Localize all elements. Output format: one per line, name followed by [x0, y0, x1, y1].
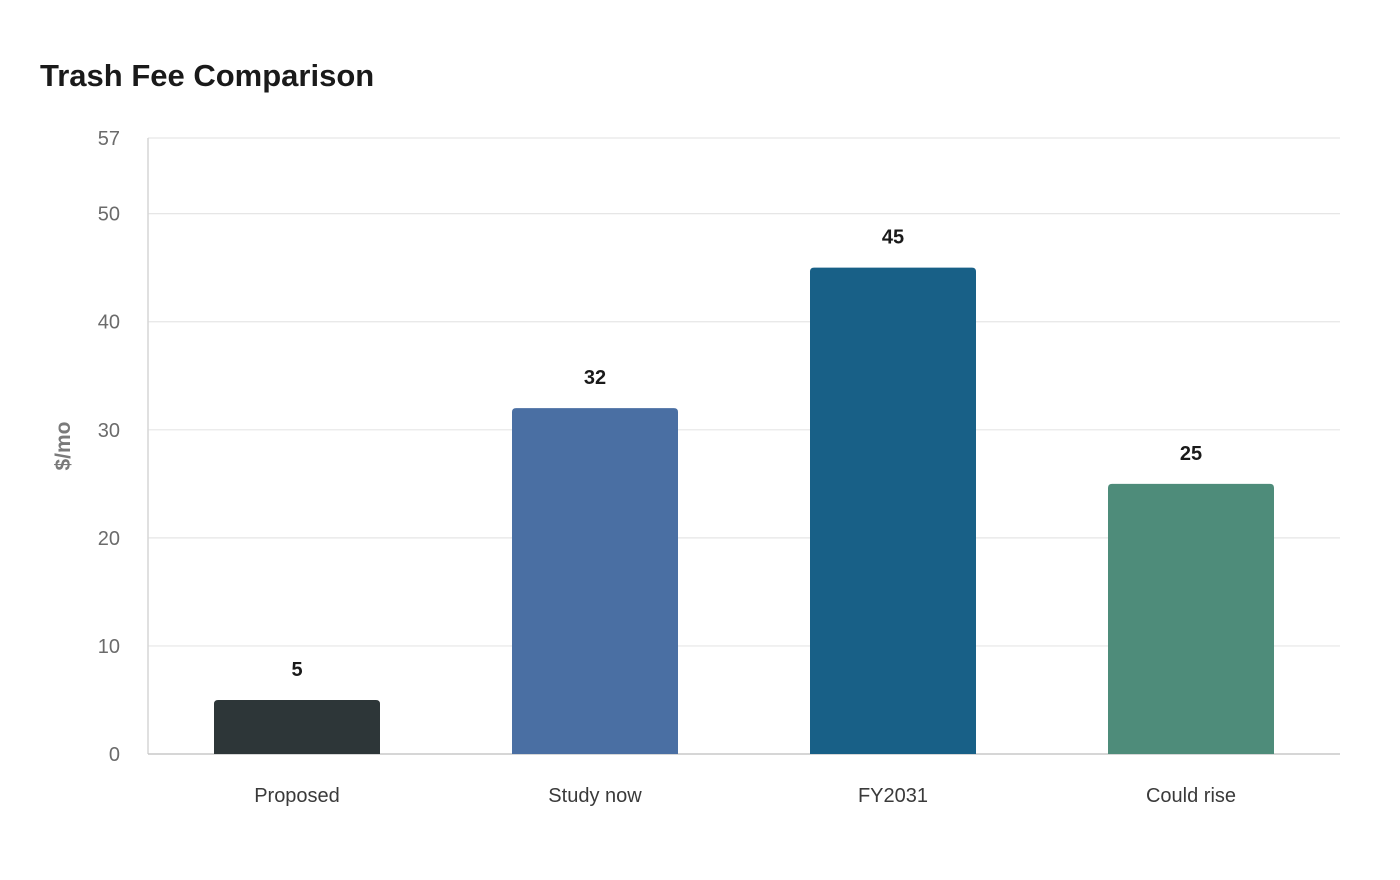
data-label: 32	[584, 367, 606, 389]
gridlines	[148, 137, 1340, 647]
y-tick-label: 50	[98, 204, 120, 226]
x-tick-label: Could rise	[1146, 785, 1236, 807]
chart-title: Trash Fee Comparison	[40, 58, 375, 93]
y-tick-label: 20	[98, 528, 120, 550]
x-tick-label: Study now	[548, 785, 642, 807]
x-tick-label: FY2031	[858, 785, 928, 807]
y-tick-label: 40	[98, 312, 120, 334]
y-axis-title: $/mo	[52, 421, 75, 470]
bar-proposed	[214, 699, 380, 754]
data-label: 45	[882, 227, 904, 249]
data-label: 25	[1180, 443, 1202, 465]
bar-fy2031	[810, 267, 976, 754]
bar-study-now	[512, 408, 678, 754]
y-tick-label: 10	[98, 636, 120, 658]
y-tick-label: 0	[109, 744, 120, 766]
bars	[214, 267, 1274, 754]
y-tick-label: 30	[98, 420, 120, 442]
data-label: 5	[291, 659, 302, 681]
y-tick-label: 57	[98, 128, 120, 150]
labels: 0 10 20 30 40 50 57 5 Proposed 32 Study now 45 FY203…	[98, 128, 1236, 807]
x-tick-label: Proposed	[254, 785, 340, 807]
bar-could-rise	[1108, 483, 1274, 754]
